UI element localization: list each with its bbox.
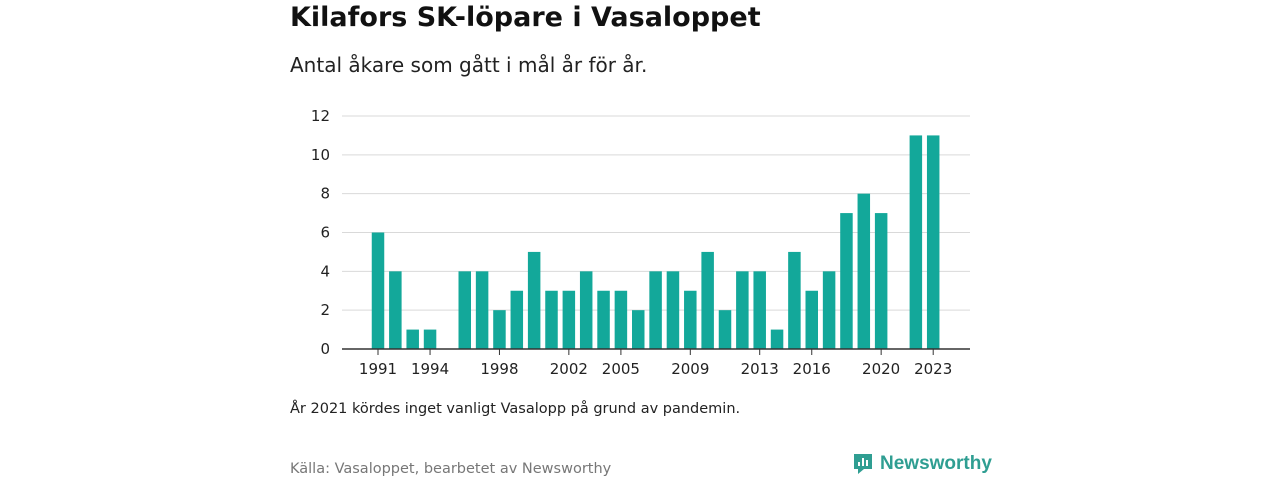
x-tick-label: 2016 [793,360,831,378]
bar-1993 [406,329,419,349]
y-tick-label: 6 [320,224,330,242]
x-tick-label: 1998 [480,360,518,378]
x-tick-label: 2013 [741,360,779,378]
bar-2008 [666,271,680,349]
bar-2001 [545,290,558,349]
bar-2005 [614,290,628,349]
bar-2019 [857,193,871,349]
bar-2015 [788,251,801,349]
bar-2002 [562,290,576,349]
bars [371,135,940,349]
x-tick-label: 2005 [602,360,640,378]
brand-name: Newsworthy [880,453,992,474]
bar-1994 [423,329,437,349]
bar-2007 [649,271,662,349]
axes: 0 2 4 6 8 10 12 1991 1994 1998 2002 2005 2009 2013 201… [311,107,970,378]
y-tick-label: 4 [320,262,330,280]
brand-logo[interactable]: Newsworthy [852,452,992,476]
bar-2013 [753,271,766,349]
bar-chart: 0 2 4 6 8 10 12 1991 1994 1998 2002 2005 2009 2013 201… [311,107,970,378]
y-tick-label: 8 [320,185,330,203]
bar-2016 [805,290,818,349]
bar-2006 [632,310,645,349]
x-tick-label: 1994 [411,360,449,378]
y-tick-label: 12 [311,107,330,125]
chart-title: Kilafors SK-löpare i Vasaloppet [290,2,761,33]
chart-note: År 2021 kördes inget vanligt Vasalopp på… [290,401,741,417]
bar-1991 [371,232,385,349]
bar-2022 [909,135,923,349]
source-text: Källa: Vasaloppet, bearbetet av Newswort… [290,461,612,477]
x-tick-label: 2023 [914,360,952,378]
chart-subtitle: Antal åkare som gått i mål år för år. [290,53,648,77]
x-tick-label: 2009 [671,360,709,378]
bar-2014 [770,329,784,349]
x-tick-label: 2020 [862,360,900,378]
bar-1999 [510,290,524,349]
bar-1997 [475,271,489,349]
bar-2017 [822,271,836,349]
bar-2009 [684,290,697,349]
bar-2018 [840,213,853,349]
y-tick-label: 10 [311,146,330,164]
bar-2003 [579,271,593,349]
bar-2020 [874,213,888,349]
bar-2023 [926,135,940,349]
bar-2011 [718,310,732,349]
bar-1992 [389,271,402,349]
bar-2004 [597,290,610,349]
bar-2012 [736,271,749,349]
x-tick-label: 2002 [550,360,588,378]
bar-1998 [493,310,506,349]
y-tick-label: 2 [320,301,330,319]
y-tick-label: 0 [320,340,330,358]
newsworthy-logo-icon [854,454,872,474]
bar-2010 [701,251,714,349]
bar-2000 [527,251,541,349]
bar-1996 [458,271,471,349]
x-tick-label: 1991 [359,360,397,378]
